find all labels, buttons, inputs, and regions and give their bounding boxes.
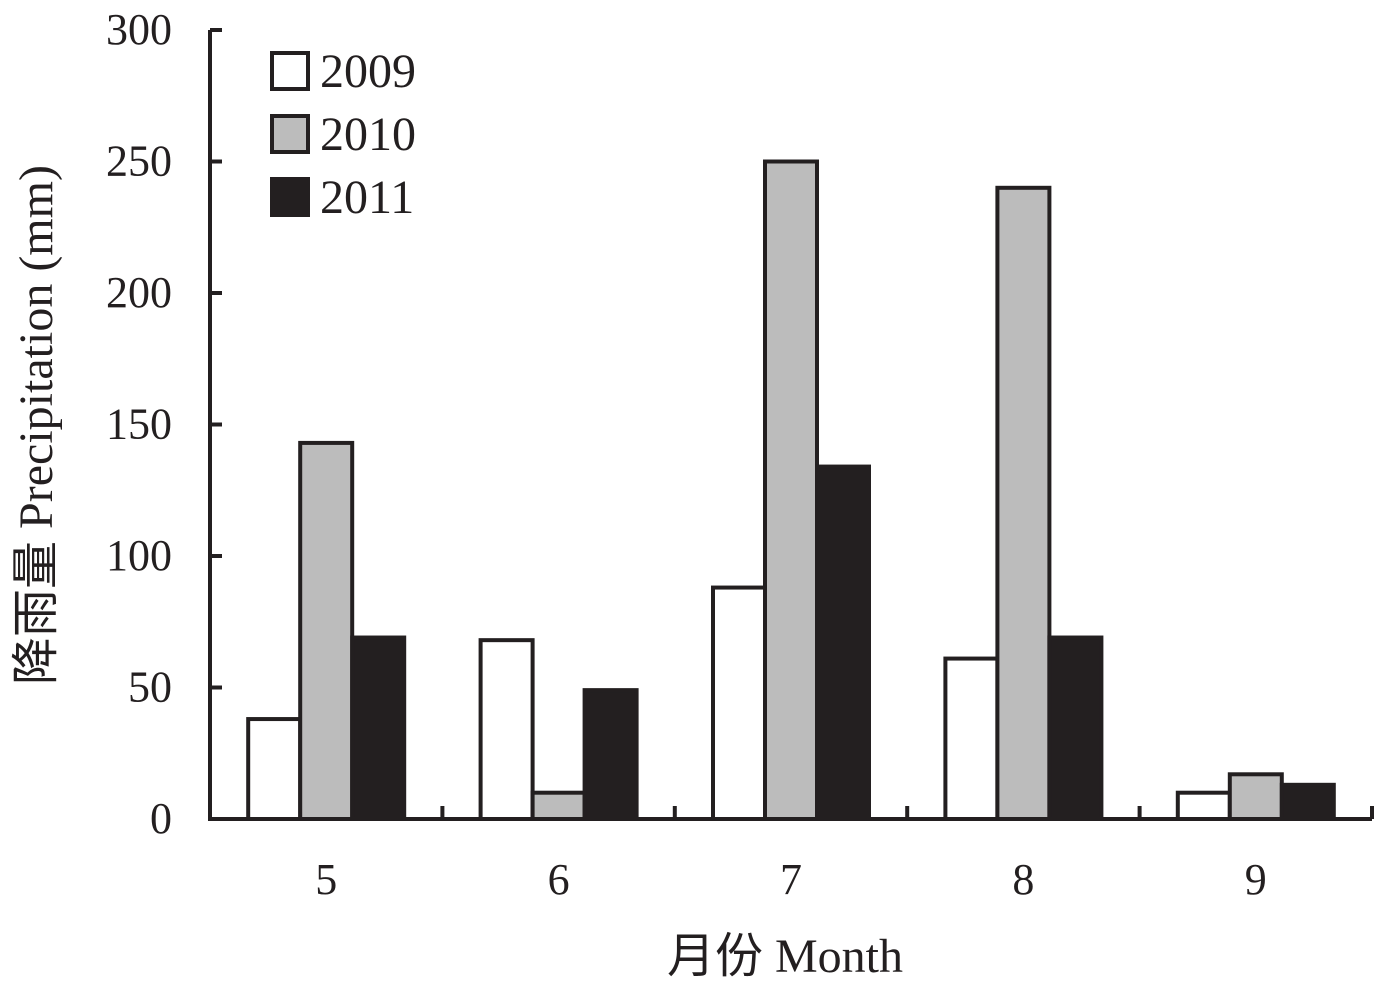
x-tick-label-9: 9 [1245,855,1267,904]
y-axis-label: 降雨量 Precipitation (mm) [10,165,63,685]
legend-label-2009: 2009 [320,45,416,98]
legend: 2009 2010 2011 [270,45,416,224]
bar-2011-month-5 [350,635,407,822]
y-tick-label-250: 250 [106,137,172,186]
legend-swatch-2011 [270,177,310,217]
y-tick-label-0: 0 [150,794,172,843]
bar-2011-month-8 [1047,635,1104,822]
bar-2009-month-8 [943,656,1000,821]
bar-2009-month-6 [478,638,535,821]
bars-layer [246,159,1336,822]
bar-2009-month-9 [1175,790,1232,822]
y-tick-label-200: 200 [106,268,172,317]
x-axis-label: 月份 Month [667,930,903,983]
x-tick-label-8: 8 [1012,855,1034,904]
bar-2010-month-8 [995,185,1052,822]
legend-label-2011: 2011 [320,171,414,224]
bar-2011-month-6 [582,688,639,821]
bar-2010-month-5 [298,440,355,821]
bar-2011-month-7 [815,464,871,821]
bar-2009-month-5 [246,717,303,821]
bar-2011-month-9 [1279,782,1336,821]
legend-swatch-2010 [270,114,310,154]
x-tick-label-5: 5 [315,855,337,904]
y-tick-label-300: 300 [106,5,172,54]
bar-2010-month-6 [530,790,587,822]
y-tick-label-50: 50 [128,663,172,712]
legend-swatch-2009 [270,51,310,91]
x-tick-label-7: 7 [780,855,802,904]
x-tick-label-6: 6 [548,855,570,904]
legend-label-2010: 2010 [320,108,416,161]
bar-2009-month-7 [711,585,767,821]
y-ticks: 0 50 100 150 200 250 300 [106,5,222,843]
y-tick-label-100: 100 [106,531,172,580]
bar-2010-month-9 [1227,772,1284,821]
x-ticks: 5 6 7 8 9 [315,806,1374,904]
bar-2010-month-7 [763,159,819,821]
y-tick-label-150: 150 [106,400,172,449]
